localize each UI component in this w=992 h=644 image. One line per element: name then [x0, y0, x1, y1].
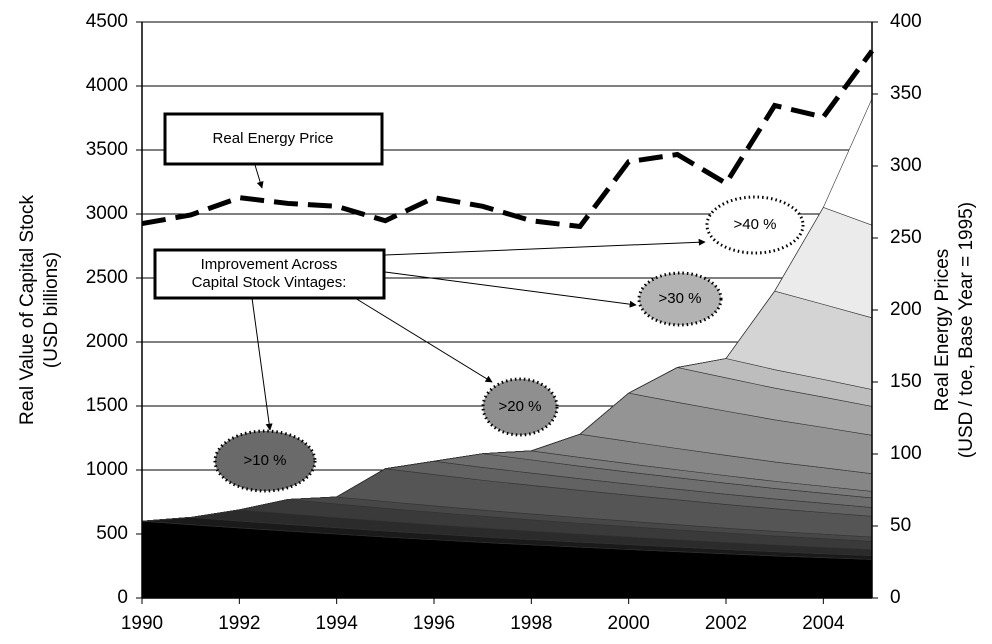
y-axis-title-line: Real Value of Capital Stock — [17, 195, 38, 425]
callout — [705, 195, 805, 255]
callout — [481, 377, 559, 437]
callout-text: >30 % — [659, 290, 702, 307]
y-tick-label: 500 — [96, 523, 128, 544]
x-tick-label: 1996 — [413, 613, 455, 634]
y-tick-label: 2500 — [86, 267, 128, 288]
price-line — [141, 49, 875, 230]
label-box — [153, 248, 386, 300]
callout-text: >10 % — [244, 452, 287, 469]
label-text: Real Energy Price — [213, 130, 334, 147]
y2-tick-label: 50 — [890, 515, 911, 536]
arrow — [251, 297, 273, 431]
y-axis-title-line: (USD billions) — [41, 252, 62, 368]
y-tick-label: 3500 — [86, 139, 128, 160]
arrow — [354, 297, 493, 383]
y-axis-title: Real Value of Capital Stock (USD billions… — [17, 195, 62, 425]
label-line: Capital Stock Vintages: — [192, 274, 347, 291]
callout-text: >20 % — [499, 398, 542, 415]
y2-axis-title: Real Energy Prices (USD / toe, Base Year … — [932, 202, 977, 458]
y-tick-label: 4500 — [86, 11, 128, 32]
y2-tick-label: 300 — [890, 155, 922, 176]
x-tick-label: 2000 — [608, 613, 650, 634]
y-tick-label: 2000 — [86, 331, 128, 352]
y2-tick-label: 0 — [890, 587, 901, 608]
label-text: Improvement Across Capital Stock Vintages… — [192, 256, 347, 291]
x-tick-label: 1990 — [121, 613, 163, 634]
label-box — [163, 112, 384, 166]
arrow — [254, 164, 264, 189]
callout — [637, 271, 723, 327]
x-tick-label: 1994 — [316, 613, 359, 634]
y2-axis-title-line: Real Energy Prices — [932, 249, 953, 412]
x-tick-label: 1998 — [510, 613, 552, 634]
y2-tick-label: 400 — [890, 11, 922, 32]
y-tick-label: 3000 — [86, 203, 128, 224]
callout — [213, 429, 317, 493]
arrow — [384, 271, 637, 308]
y-tick-label: 4000 — [86, 75, 128, 96]
y2-tick-label: 150 — [890, 371, 922, 392]
y2-tick-label: 350 — [890, 83, 922, 104]
callout-text: >40 % — [734, 216, 777, 233]
y2-axis-title-line: (USD / toe, Base Year = 1995) — [956, 202, 977, 458]
y2-tick-label: 200 — [890, 299, 922, 320]
y2-tick-label: 100 — [890, 443, 922, 464]
arrow — [384, 238, 706, 256]
y-tick-label: 1000 — [86, 459, 128, 480]
x-tick-label: 1992 — [218, 613, 260, 634]
x-tick-label: 2004 — [802, 613, 845, 634]
y2-tick-label: 250 — [890, 227, 922, 248]
y-tick-label: 1500 — [86, 395, 128, 416]
y-tick-label: 0 — [117, 587, 128, 608]
x-tick-label: 2002 — [705, 613, 747, 634]
label-line: Improvement Across — [201, 256, 338, 273]
